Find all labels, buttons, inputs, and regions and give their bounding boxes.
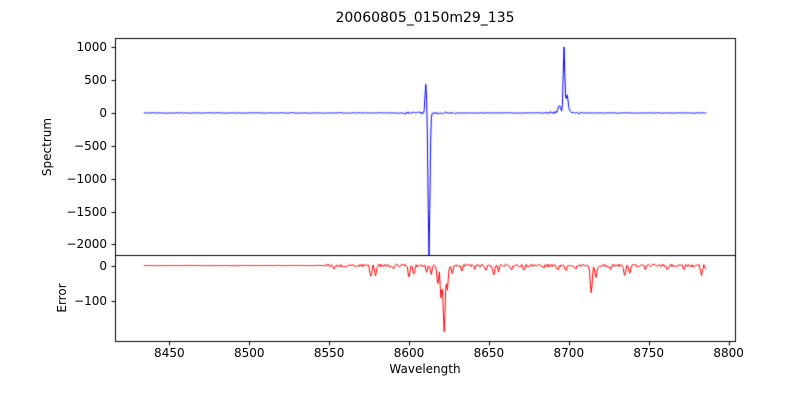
spectrum-y-axis-label: Spectrum: [40, 117, 54, 177]
y-tick-label: 0: [99, 258, 107, 273]
x-tick-label: 8800: [713, 346, 744, 360]
y-tick-label: −100: [74, 293, 107, 308]
chart-title: 20060805_0150m29_135: [335, 10, 515, 26]
x-tick-label: 8600: [393, 346, 425, 360]
y-tick-label: −2000: [66, 237, 107, 252]
x-axis-label: Wavelength: [389, 362, 461, 376]
y-tick-label: −1000: [66, 171, 107, 186]
y-tick-label: −1500: [66, 204, 107, 219]
x-tick-label: 8550: [313, 346, 345, 360]
x-tick-label: 8750: [633, 346, 664, 360]
y-tick-label: 500: [84, 73, 107, 88]
x-tick-label: 8450: [154, 346, 185, 360]
x-tick-label: 8500: [233, 346, 265, 360]
x-tick-label: 8650: [473, 346, 505, 360]
x-tick-label: 8700: [553, 346, 585, 360]
y-tick-label: −500: [74, 138, 107, 153]
y-tick-label: 0: [99, 105, 107, 120]
y-tick-label: 1000: [76, 40, 107, 55]
